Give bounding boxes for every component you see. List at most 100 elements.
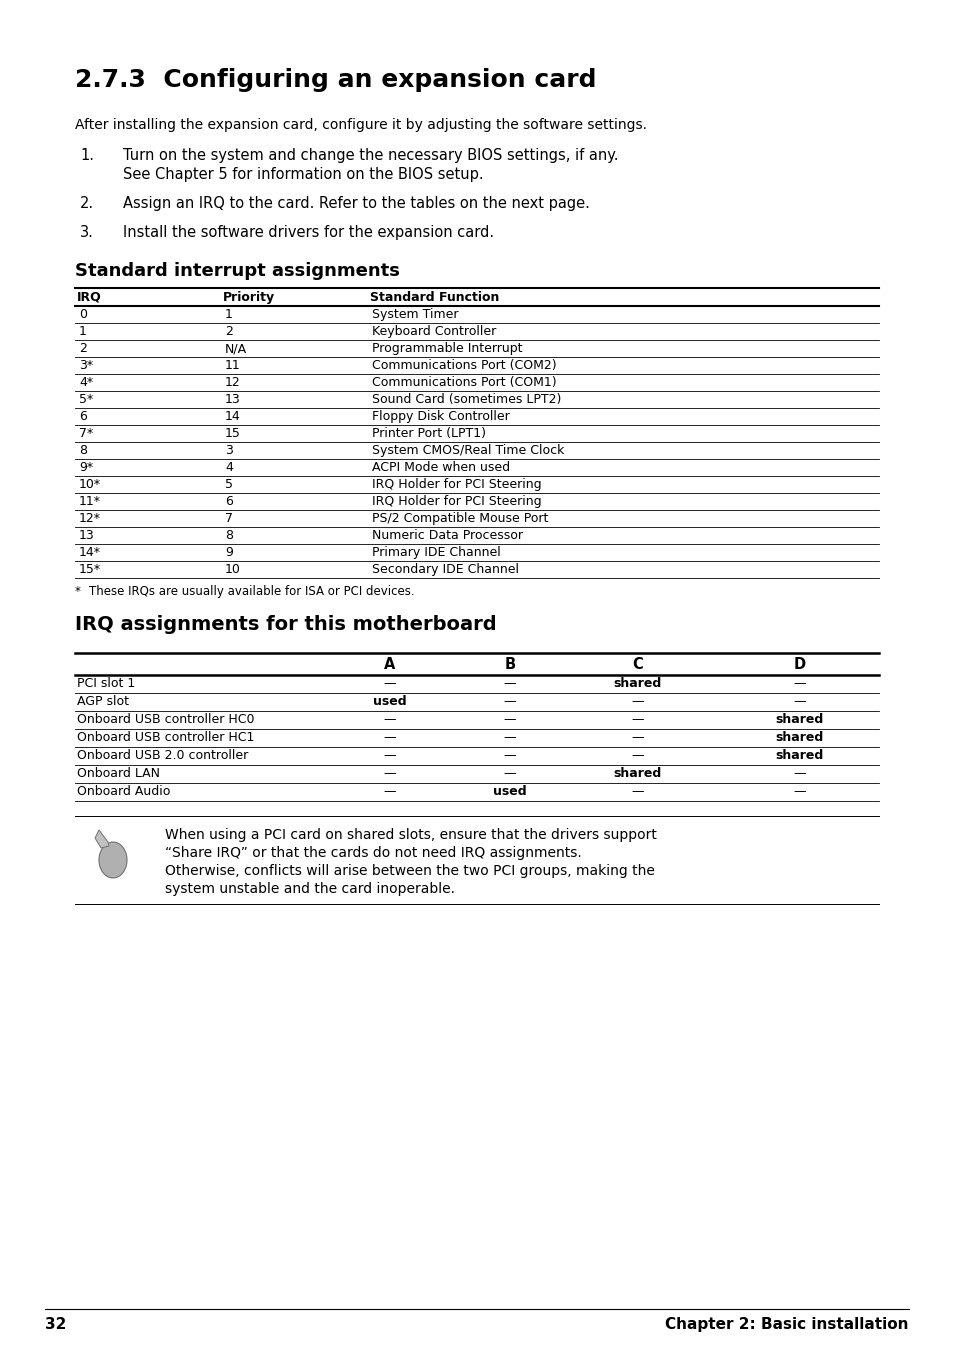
Text: 15*: 15* bbox=[79, 563, 101, 576]
Text: —: — bbox=[631, 713, 643, 725]
Text: D: D bbox=[793, 657, 805, 671]
Text: PCI slot 1: PCI slot 1 bbox=[77, 677, 135, 690]
Text: IRQ assignments for this motherboard: IRQ assignments for this motherboard bbox=[75, 615, 497, 634]
Text: 2.7.3  Configuring an expansion card: 2.7.3 Configuring an expansion card bbox=[75, 68, 596, 92]
Text: —: — bbox=[383, 713, 395, 725]
Polygon shape bbox=[95, 830, 109, 848]
Text: Numeric Data Processor: Numeric Data Processor bbox=[372, 530, 522, 542]
Text: Onboard USB 2.0 controller: Onboard USB 2.0 controller bbox=[77, 748, 248, 762]
Text: C: C bbox=[632, 657, 642, 671]
Text: 3: 3 bbox=[225, 444, 233, 457]
Text: shared: shared bbox=[613, 767, 661, 780]
Text: Onboard USB controller HC0: Onboard USB controller HC0 bbox=[77, 713, 254, 725]
Text: —: — bbox=[383, 785, 395, 798]
Text: 15: 15 bbox=[225, 427, 240, 440]
Text: 3.: 3. bbox=[80, 226, 93, 240]
Text: Otherwise, conflicts will arise between the two PCI groups, making the: Otherwise, conflicts will arise between … bbox=[165, 865, 654, 878]
Text: “Share IRQ” or that the cards do not need IRQ assignments.: “Share IRQ” or that the cards do not nee… bbox=[165, 846, 581, 861]
Text: 13: 13 bbox=[79, 530, 94, 542]
Text: Assign an IRQ to the card. Refer to the tables on the next page.: Assign an IRQ to the card. Refer to the … bbox=[123, 196, 589, 211]
Text: Onboard LAN: Onboard LAN bbox=[77, 767, 160, 780]
Text: used: used bbox=[373, 694, 406, 708]
Text: shared: shared bbox=[775, 713, 823, 725]
Text: When using a PCI card on shared slots, ensure that the drivers support: When using a PCI card on shared slots, e… bbox=[165, 828, 657, 842]
Text: B: B bbox=[504, 657, 515, 671]
Text: 13: 13 bbox=[225, 393, 240, 407]
Text: shared: shared bbox=[775, 748, 823, 762]
Text: Programmable Interrupt: Programmable Interrupt bbox=[372, 342, 522, 355]
Ellipse shape bbox=[99, 842, 127, 878]
Text: 2: 2 bbox=[225, 326, 233, 338]
Text: —: — bbox=[631, 694, 643, 708]
Text: 12*: 12* bbox=[79, 512, 101, 526]
Text: Install the software drivers for the expansion card.: Install the software drivers for the exp… bbox=[123, 226, 494, 240]
Text: shared: shared bbox=[613, 677, 661, 690]
Text: Priority: Priority bbox=[223, 290, 274, 304]
Text: Communications Port (COM1): Communications Port (COM1) bbox=[372, 376, 556, 389]
Text: 8: 8 bbox=[225, 530, 233, 542]
Text: 9: 9 bbox=[225, 546, 233, 559]
Text: A: A bbox=[384, 657, 395, 671]
Text: 1: 1 bbox=[225, 308, 233, 322]
Text: IRQ: IRQ bbox=[77, 290, 102, 304]
Text: These IRQs are usually available for ISA or PCI devices.: These IRQs are usually available for ISA… bbox=[89, 585, 415, 598]
Text: —: — bbox=[631, 785, 643, 798]
Text: 2.: 2. bbox=[80, 196, 94, 211]
Text: Primary IDE Channel: Primary IDE Channel bbox=[372, 546, 500, 559]
Text: *: * bbox=[75, 585, 81, 598]
Text: 7: 7 bbox=[225, 512, 233, 526]
Text: —: — bbox=[383, 748, 395, 762]
Text: 3*: 3* bbox=[79, 359, 93, 372]
Text: System CMOS/Real Time Clock: System CMOS/Real Time Clock bbox=[372, 444, 564, 457]
Text: 11: 11 bbox=[225, 359, 240, 372]
Text: See Chapter 5 for information on the BIOS setup.: See Chapter 5 for information on the BIO… bbox=[123, 168, 483, 182]
Text: 7*: 7* bbox=[79, 427, 93, 440]
Text: used: used bbox=[493, 785, 526, 798]
Text: Onboard USB controller HC1: Onboard USB controller HC1 bbox=[77, 731, 254, 744]
Text: System Timer: System Timer bbox=[372, 308, 458, 322]
Text: IRQ Holder for PCI Steering: IRQ Holder for PCI Steering bbox=[372, 494, 541, 508]
Text: Communications Port (COM2): Communications Port (COM2) bbox=[372, 359, 556, 372]
Text: Secondary IDE Channel: Secondary IDE Channel bbox=[372, 563, 518, 576]
Text: Keyboard Controller: Keyboard Controller bbox=[372, 326, 496, 338]
Text: IRQ Holder for PCI Steering: IRQ Holder for PCI Steering bbox=[372, 478, 541, 490]
Text: 1: 1 bbox=[79, 326, 87, 338]
Text: 5: 5 bbox=[225, 478, 233, 490]
Text: After installing the expansion card, configure it by adjusting the software sett: After installing the expansion card, con… bbox=[75, 118, 646, 132]
Text: ACPI Mode when used: ACPI Mode when used bbox=[372, 461, 510, 474]
Text: Sound Card (sometimes LPT2): Sound Card (sometimes LPT2) bbox=[372, 393, 560, 407]
Text: 32: 32 bbox=[45, 1317, 67, 1332]
Text: —: — bbox=[503, 713, 516, 725]
Text: Chapter 2: Basic installation: Chapter 2: Basic installation bbox=[665, 1317, 908, 1332]
Text: —: — bbox=[503, 677, 516, 690]
Text: —: — bbox=[793, 677, 805, 690]
Text: 0: 0 bbox=[79, 308, 87, 322]
Text: —: — bbox=[793, 694, 805, 708]
Text: 14: 14 bbox=[225, 409, 240, 423]
Text: 1.: 1. bbox=[80, 149, 94, 163]
Text: 10*: 10* bbox=[79, 478, 101, 490]
Text: 11*: 11* bbox=[79, 494, 101, 508]
Text: 9*: 9* bbox=[79, 461, 93, 474]
Text: Onboard Audio: Onboard Audio bbox=[77, 785, 171, 798]
Text: —: — bbox=[503, 731, 516, 744]
Text: shared: shared bbox=[775, 731, 823, 744]
Text: Turn on the system and change the necessary BIOS settings, if any.: Turn on the system and change the necess… bbox=[123, 149, 618, 163]
Text: Standard interrupt assignments: Standard interrupt assignments bbox=[75, 262, 399, 280]
Text: —: — bbox=[383, 677, 395, 690]
Text: 6: 6 bbox=[79, 409, 87, 423]
Text: —: — bbox=[383, 767, 395, 780]
Text: —: — bbox=[793, 767, 805, 780]
Text: 4*: 4* bbox=[79, 376, 93, 389]
Text: 5*: 5* bbox=[79, 393, 93, 407]
Text: —: — bbox=[503, 694, 516, 708]
Text: PS/2 Compatible Mouse Port: PS/2 Compatible Mouse Port bbox=[372, 512, 548, 526]
Text: N/A: N/A bbox=[225, 342, 247, 355]
Text: 14*: 14* bbox=[79, 546, 101, 559]
Text: —: — bbox=[631, 748, 643, 762]
Text: 12: 12 bbox=[225, 376, 240, 389]
Text: 6: 6 bbox=[225, 494, 233, 508]
Text: —: — bbox=[793, 785, 805, 798]
Text: Printer Port (LPT1): Printer Port (LPT1) bbox=[372, 427, 485, 440]
Text: —: — bbox=[631, 731, 643, 744]
